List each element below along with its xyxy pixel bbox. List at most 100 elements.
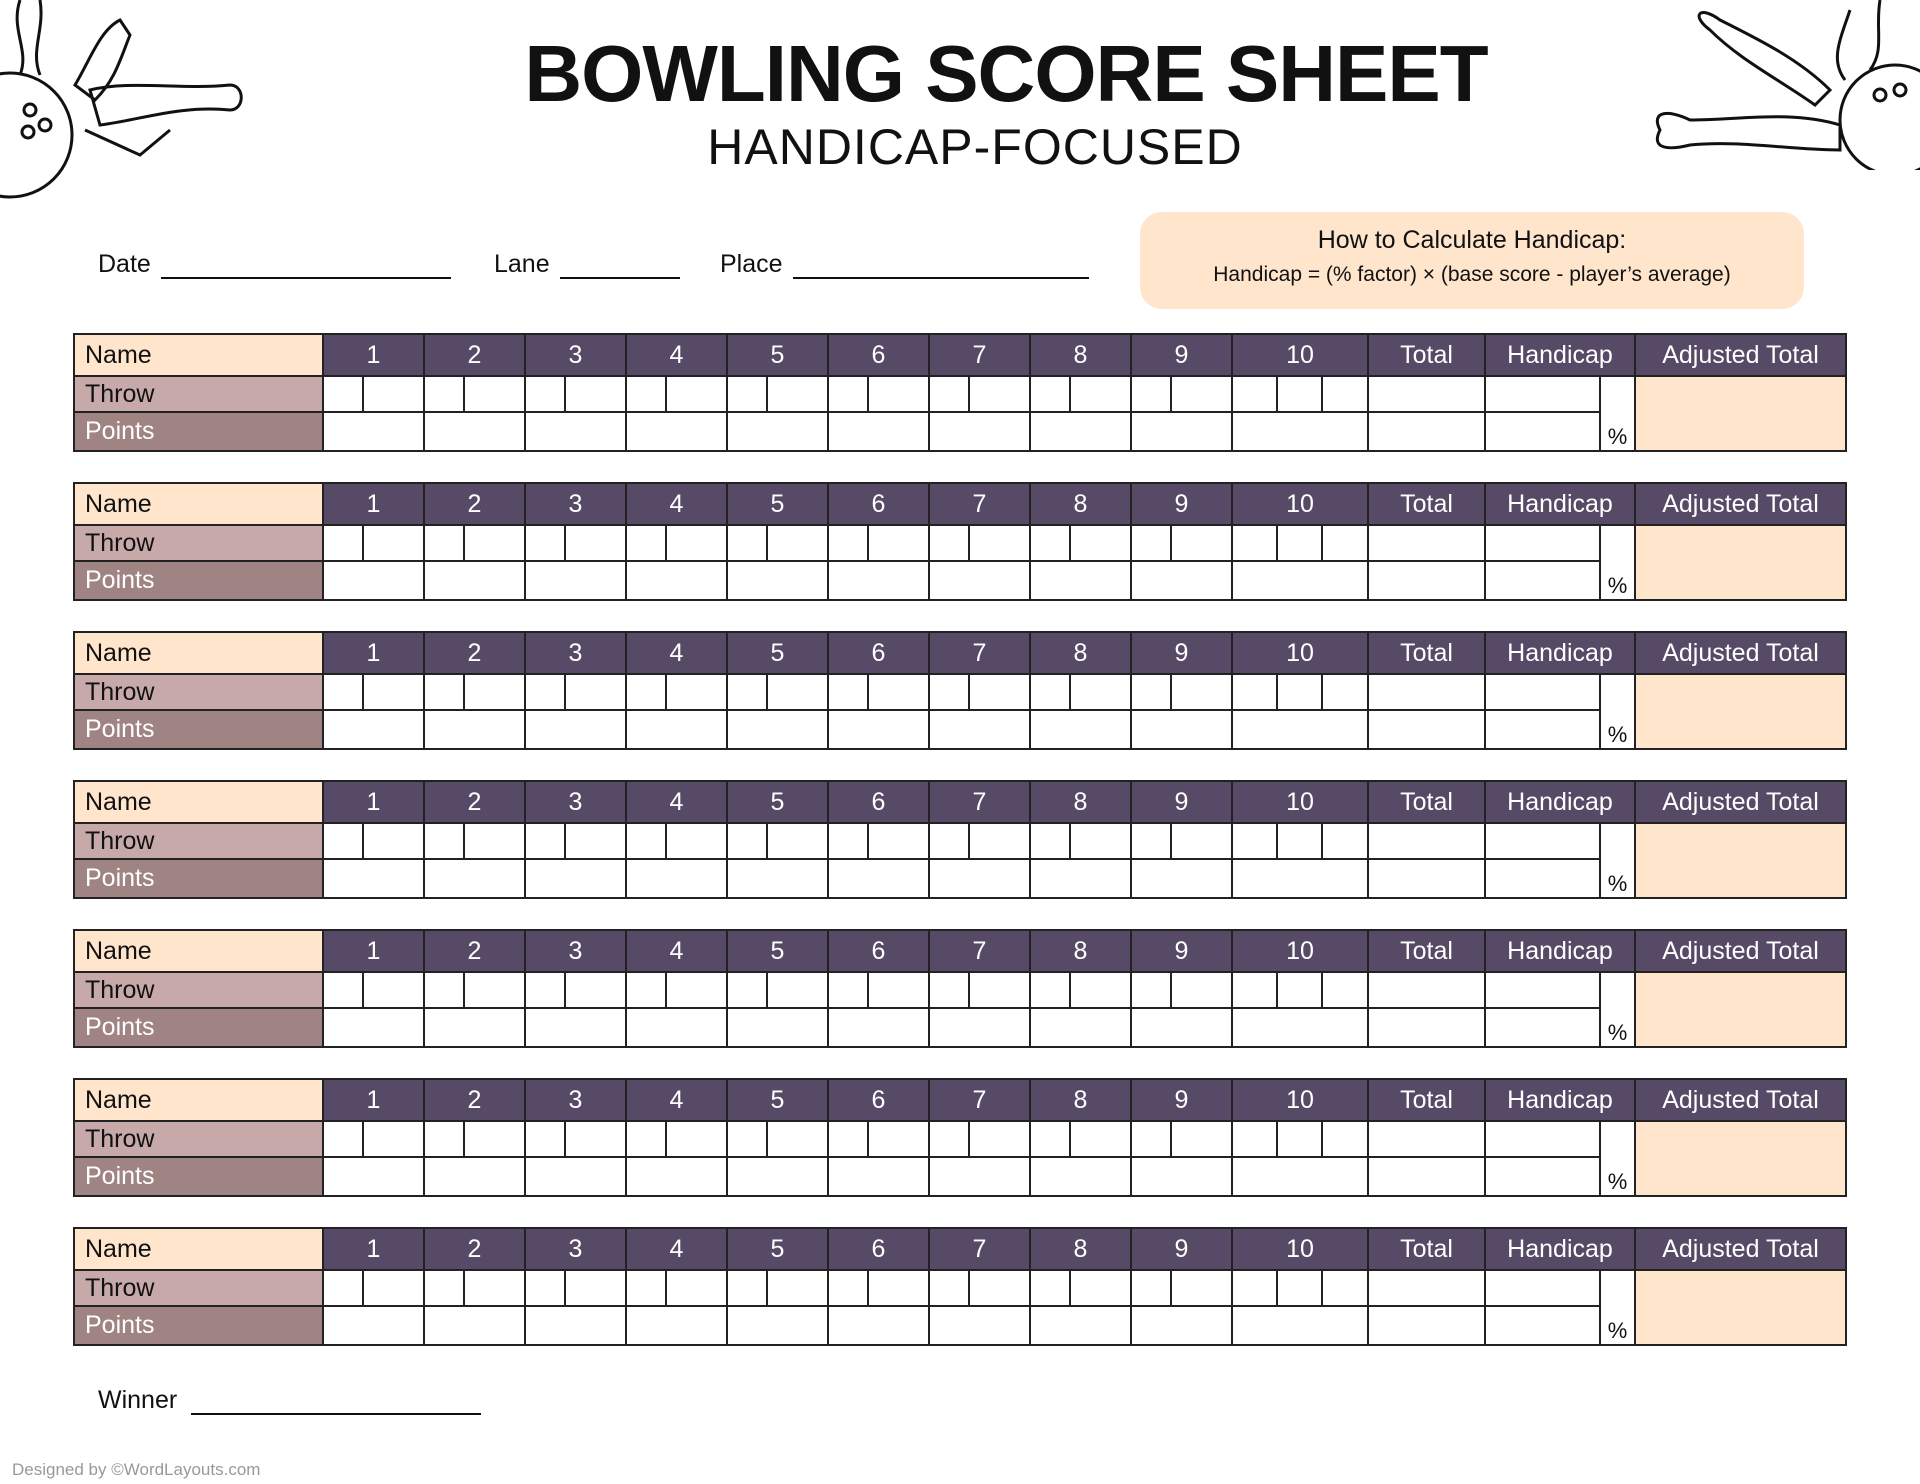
throw-box[interactable] [930, 824, 970, 860]
lane-field[interactable]: Lane [494, 250, 680, 279]
total-points-cell[interactable] [1369, 1307, 1486, 1346]
frame-points-cell[interactable] [1132, 711, 1233, 750]
throw-box[interactable] [970, 824, 1031, 860]
frame-points-cell[interactable] [627, 1009, 728, 1048]
throw-box[interactable] [728, 526, 768, 562]
throw-box[interactable] [1071, 675, 1132, 711]
frame-points-cell[interactable] [1031, 711, 1132, 750]
frame-points-cell[interactable] [526, 711, 627, 750]
throw-box[interactable] [869, 377, 930, 413]
throw-box[interactable] [768, 526, 829, 562]
throw-box[interactable] [768, 1271, 829, 1307]
throw-box[interactable] [1071, 526, 1132, 562]
frame-points-cell[interactable] [627, 1158, 728, 1197]
throw-box[interactable] [1233, 1271, 1278, 1307]
throw-box[interactable] [970, 526, 1031, 562]
throw-box[interactable] [1323, 1122, 1369, 1158]
frame-points-cell[interactable] [930, 562, 1031, 601]
throw-box[interactable] [526, 526, 566, 562]
throw-box[interactable] [667, 675, 728, 711]
throw-box[interactable] [728, 824, 768, 860]
throw-box[interactable] [1132, 1271, 1172, 1307]
frame-points-cell[interactable] [728, 1307, 829, 1346]
handicap-factor-cell[interactable] [1486, 413, 1601, 452]
throw-box[interactable] [425, 377, 465, 413]
frame-points-cell[interactable] [1031, 1158, 1132, 1197]
frame-points-cell[interactable] [627, 413, 728, 452]
throw-box[interactable] [1031, 526, 1071, 562]
throw-box[interactable] [829, 973, 869, 1009]
throw-box[interactable] [1172, 1122, 1233, 1158]
throw-box[interactable] [829, 824, 869, 860]
name-label[interactable]: Name [75, 1229, 324, 1271]
frame-points-cell[interactable] [526, 562, 627, 601]
frame-points-cell[interactable] [728, 711, 829, 750]
throw-box[interactable] [627, 526, 667, 562]
throw-box[interactable] [1172, 824, 1233, 860]
handicap-factor-cell[interactable] [1486, 860, 1601, 899]
throw-box[interactable] [1172, 377, 1233, 413]
throw-box[interactable] [970, 1122, 1031, 1158]
throw-box[interactable] [324, 1122, 364, 1158]
throw-box[interactable] [465, 377, 526, 413]
throw-box[interactable] [1278, 377, 1323, 413]
date-field[interactable]: Date [98, 250, 451, 279]
throw-box[interactable] [1132, 824, 1172, 860]
handicap-cell[interactable] [1486, 1122, 1601, 1158]
name-label[interactable]: Name [75, 335, 324, 377]
throw-box[interactable] [1031, 824, 1071, 860]
throw-box[interactable] [1071, 824, 1132, 860]
total-points-cell[interactable] [1369, 413, 1486, 452]
frame-points-cell[interactable] [425, 1158, 526, 1197]
frame-points-cell[interactable] [425, 1307, 526, 1346]
handicap-cell[interactable] [1486, 824, 1601, 860]
frame-points-cell[interactable] [829, 860, 930, 899]
handicap-factor-cell[interactable] [1486, 1307, 1601, 1346]
throw-box[interactable] [364, 973, 425, 1009]
throw-box[interactable] [1278, 675, 1323, 711]
throw-box[interactable] [930, 1271, 970, 1307]
frame-points-cell[interactable] [1233, 1009, 1369, 1048]
throw-box[interactable] [566, 1271, 627, 1307]
frame-points-cell[interactable] [829, 562, 930, 601]
frame-points-cell[interactable] [425, 413, 526, 452]
place-field[interactable]: Place [720, 250, 1089, 279]
throw-box[interactable] [1071, 377, 1132, 413]
frame-points-cell[interactable] [1233, 413, 1369, 452]
throw-box[interactable] [930, 1122, 970, 1158]
throw-box[interactable] [1031, 973, 1071, 1009]
throw-box[interactable] [1071, 1271, 1132, 1307]
frame-points-cell[interactable] [425, 1009, 526, 1048]
throw-box[interactable] [1132, 973, 1172, 1009]
throw-box[interactable] [324, 675, 364, 711]
throw-box[interactable] [1031, 675, 1071, 711]
frame-points-cell[interactable] [930, 413, 1031, 452]
frame-points-cell[interactable] [930, 1009, 1031, 1048]
frame-points-cell[interactable] [1233, 711, 1369, 750]
throw-box[interactable] [970, 377, 1031, 413]
throw-box[interactable] [1323, 1271, 1369, 1307]
frame-points-cell[interactable] [728, 562, 829, 601]
throw-box[interactable] [627, 824, 667, 860]
throw-box[interactable] [1071, 1122, 1132, 1158]
throw-box[interactable] [667, 824, 728, 860]
throw-box[interactable] [1233, 526, 1278, 562]
throw-box[interactable] [728, 377, 768, 413]
throw-box[interactable] [566, 377, 627, 413]
handicap-factor-cell[interactable] [1486, 711, 1601, 750]
throw-box[interactable] [526, 1271, 566, 1307]
frame-points-cell[interactable] [627, 1307, 728, 1346]
frame-points-cell[interactable] [324, 860, 425, 899]
adjusted-total-cell[interactable] [1636, 377, 1845, 452]
throw-box[interactable] [667, 526, 728, 562]
frame-points-cell[interactable] [1132, 860, 1233, 899]
throw-box[interactable] [728, 1271, 768, 1307]
throw-box[interactable] [930, 973, 970, 1009]
frame-points-cell[interactable] [526, 1158, 627, 1197]
throw-box[interactable] [526, 1122, 566, 1158]
frame-points-cell[interactable] [526, 1009, 627, 1048]
name-label[interactable]: Name [75, 931, 324, 973]
frame-points-cell[interactable] [627, 711, 728, 750]
frame-points-cell[interactable] [930, 860, 1031, 899]
frame-points-cell[interactable] [324, 413, 425, 452]
